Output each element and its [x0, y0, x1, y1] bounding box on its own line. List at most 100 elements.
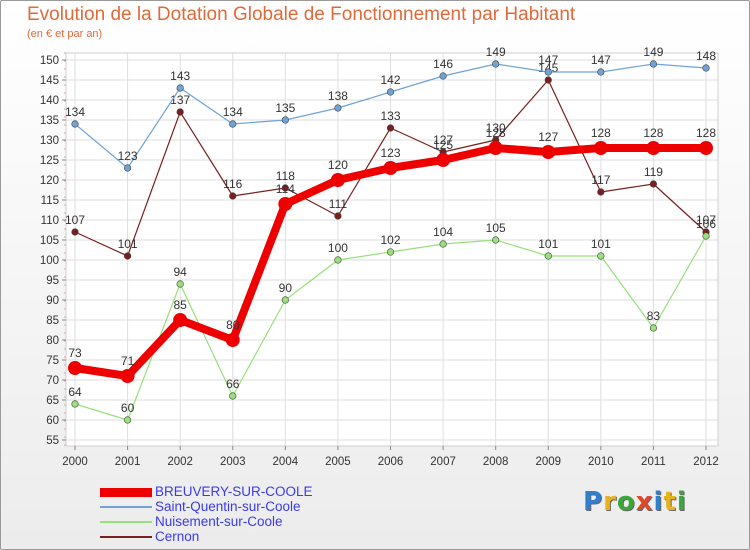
- x-tick-label: 2008: [483, 456, 509, 468]
- data-label: 123: [118, 149, 138, 163]
- data-point: [597, 252, 605, 260]
- data-point: [492, 236, 500, 244]
- y-tick-label: 80: [46, 335, 59, 347]
- data-label: 134: [65, 105, 85, 119]
- legend-label: BREUVERY-SUR-COOLE: [155, 484, 313, 499]
- data-label: 137: [170, 93, 190, 107]
- y-tick-label: 150: [40, 55, 59, 67]
- legend-swatch: [100, 521, 152, 523]
- data-label: 128: [486, 126, 506, 140]
- data-label: 130: [486, 121, 506, 135]
- data-point: [229, 120, 237, 128]
- data-point: [68, 361, 82, 375]
- data-label: 60: [121, 401, 135, 415]
- data-point: [492, 60, 500, 68]
- data-point: [646, 141, 661, 155]
- y-tick-label: 65: [46, 395, 59, 407]
- data-label: 143: [170, 69, 190, 83]
- data-label: 135: [275, 101, 295, 115]
- data-label: 127: [433, 133, 453, 147]
- data-point: [597, 68, 605, 76]
- y-tick-label: 115: [41, 195, 59, 207]
- chart-subtitle: (en € et par an): [27, 28, 103, 40]
- data-point: [597, 188, 605, 196]
- data-point: [71, 228, 79, 236]
- data-label: 117: [591, 173, 610, 187]
- y-tick-label: 110: [41, 215, 59, 227]
- data-point: [225, 333, 240, 347]
- data-point: [386, 88, 395, 96]
- data-label: 118: [276, 169, 295, 183]
- data-point: [334, 256, 342, 264]
- data-point: [702, 232, 710, 240]
- data-label: 149: [643, 45, 663, 59]
- y-tick-label: 85: [46, 315, 59, 327]
- x-tick-label: 2012: [693, 456, 719, 468]
- y-tick-label: 100: [40, 255, 59, 267]
- legend-label: Saint-Quentin-sur-Coole: [155, 499, 301, 514]
- x-tick-label: 2011: [641, 456, 666, 468]
- data-point: [593, 141, 608, 155]
- data-point: [541, 145, 556, 159]
- y-tick-label: 55: [46, 435, 59, 447]
- data-point: [544, 68, 552, 76]
- x-tick-label: 2010: [588, 456, 614, 468]
- data-point: [278, 197, 293, 211]
- x-tick-label: 2009: [535, 456, 561, 468]
- data-label: 100: [328, 241, 348, 255]
- data-label: 114: [276, 182, 295, 196]
- y-tick-label: 105: [40, 235, 59, 247]
- data-point: [702, 64, 710, 72]
- x-tick-label: 2006: [378, 456, 404, 468]
- data-point: [176, 280, 184, 288]
- data-point: [544, 76, 552, 84]
- legend-swatch: [100, 506, 152, 508]
- data-point: [176, 84, 184, 92]
- data-label: 106: [696, 217, 716, 231]
- data-label: 105: [486, 221, 506, 235]
- data-label: 102: [380, 233, 400, 247]
- data-label: 94: [173, 265, 187, 279]
- data-label: 120: [328, 158, 348, 172]
- y-tick-label: 130: [40, 135, 59, 147]
- data-label: 85: [173, 298, 187, 312]
- legend-swatch: [100, 536, 152, 538]
- data-label: 142: [380, 73, 400, 87]
- data-label: 128: [696, 126, 716, 140]
- data-label: 66: [226, 377, 240, 391]
- data-point: [386, 248, 395, 256]
- data-label: 127: [538, 130, 558, 144]
- data-point: [334, 104, 342, 112]
- data-point: [173, 313, 188, 327]
- line-chart: 5560657075808590951001051101151201251301…: [40, 45, 719, 468]
- data-label: 128: [643, 126, 663, 140]
- data-label: 71: [121, 354, 135, 368]
- data-label: 119: [644, 165, 663, 179]
- data-label: 148: [696, 49, 716, 63]
- data-label: 146: [433, 57, 453, 71]
- data-label: 125: [433, 138, 453, 152]
- y-tick-label: 90: [46, 295, 59, 307]
- data-label: 111: [329, 197, 348, 211]
- data-point: [544, 252, 552, 260]
- legend-label: Cernon: [155, 529, 200, 544]
- data-point: [123, 416, 132, 424]
- data-label: 128: [591, 126, 611, 140]
- data-point: [120, 369, 135, 383]
- data-label: 64: [68, 385, 82, 399]
- x-tick-label: 2002: [167, 456, 193, 468]
- data-label: 107: [65, 213, 85, 227]
- y-tick-label: 70: [46, 375, 59, 387]
- data-point: [123, 164, 132, 172]
- data-point: [386, 124, 395, 132]
- data-point: [436, 153, 451, 167]
- x-tick-label: 2005: [325, 456, 351, 468]
- data-point: [281, 184, 289, 192]
- data-point: [439, 72, 447, 80]
- chart-title: Evolution de la Dotation Globale de Fonc…: [27, 4, 576, 25]
- data-point: [281, 116, 289, 124]
- y-tick-label: 60: [46, 415, 59, 427]
- y-tick-label: 125: [40, 155, 59, 167]
- x-tick-label: 2001: [115, 456, 141, 468]
- data-label: 123: [380, 146, 400, 160]
